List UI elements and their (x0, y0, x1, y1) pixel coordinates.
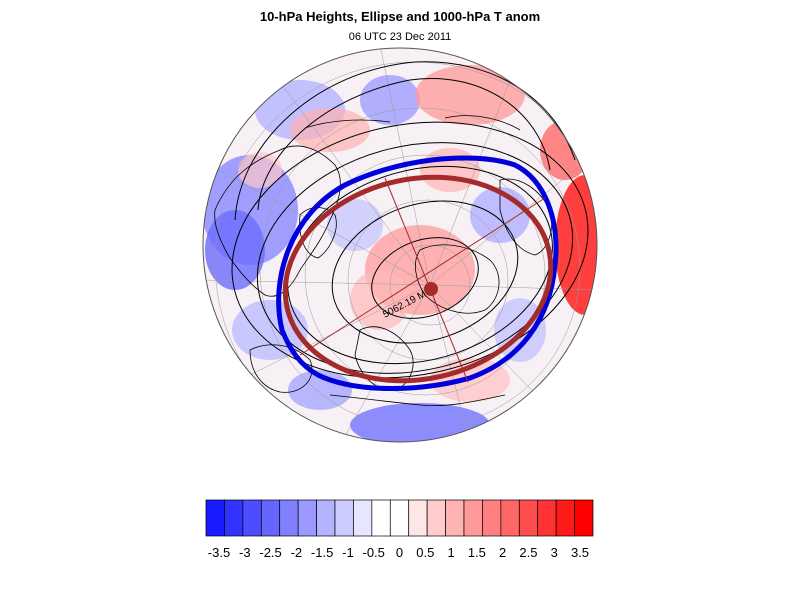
colorbar-swatch (445, 499, 465, 537)
colorbar-label: 1 (447, 545, 454, 560)
colorbar-swatch (482, 499, 502, 537)
colorbar-swatches (205, 499, 594, 537)
temperature-anomaly-field (203, 48, 597, 442)
observed-vortex-contour (276, 155, 559, 391)
colorbar-swatch (555, 499, 575, 537)
colorbar-swatch (224, 499, 244, 537)
colorbar-label: 0 (396, 545, 403, 560)
colorbar-swatch (353, 499, 373, 537)
colorbar-label: 3 (551, 545, 558, 560)
colorbar-swatch (205, 499, 225, 537)
colorbar-swatch (463, 499, 483, 537)
colorbar-label: 2.5 (519, 545, 537, 560)
colorbar-swatch (316, 499, 336, 537)
colorbar-label: 3.5 (571, 545, 589, 560)
colorbar-swatch (426, 499, 446, 537)
colorbar-swatch (537, 499, 557, 537)
globe-outline (202, 47, 598, 443)
colorbar-labels: -3.5 -3 -2.5 -2 -1.5 -1 -0.5 0 0.5 1 1.5 2 2.5 3 3.5 (208, 545, 589, 560)
colorbar-label: 1.5 (468, 545, 486, 560)
colorbar-swatch (574, 499, 594, 537)
colorbar-swatch (500, 499, 520, 537)
colorbar-swatch (408, 499, 428, 537)
height-contours (231, 61, 589, 379)
colorbar-swatch (279, 499, 299, 537)
colorbar-swatch (371, 499, 391, 537)
colorbar-swatch (389, 499, 410, 537)
vortex-centroid-marker (424, 282, 438, 296)
colorbar-label: -2.5 (259, 545, 281, 560)
colorbar-label: -1.5 (311, 545, 333, 560)
coastlines (214, 115, 552, 406)
colorbar-label: 2 (499, 545, 506, 560)
colorbar-label: -1 (342, 545, 354, 560)
colorbar-swatch (334, 499, 354, 537)
ellipse-axes (299, 177, 546, 383)
colorbar-swatch (297, 499, 317, 537)
fitted-ellipse (282, 174, 554, 384)
colorbar-label: -2 (291, 545, 303, 560)
chart-title: 10-hPa Heights, Ellipse and 1000-hPa T a… (259, 9, 541, 24)
colorbar-label: -0.5 (363, 545, 385, 560)
chart-subtitle: 06 UTC 23 Dec 2011 (348, 31, 452, 43)
colorbar-label: -3 (239, 545, 251, 560)
colorbar-swatch (518, 499, 539, 537)
colorbar-label: 0.5 (416, 545, 434, 560)
colorbar-swatch (260, 499, 281, 537)
colorbar-swatch (242, 499, 262, 537)
colorbar-label: -3.5 (208, 545, 230, 560)
